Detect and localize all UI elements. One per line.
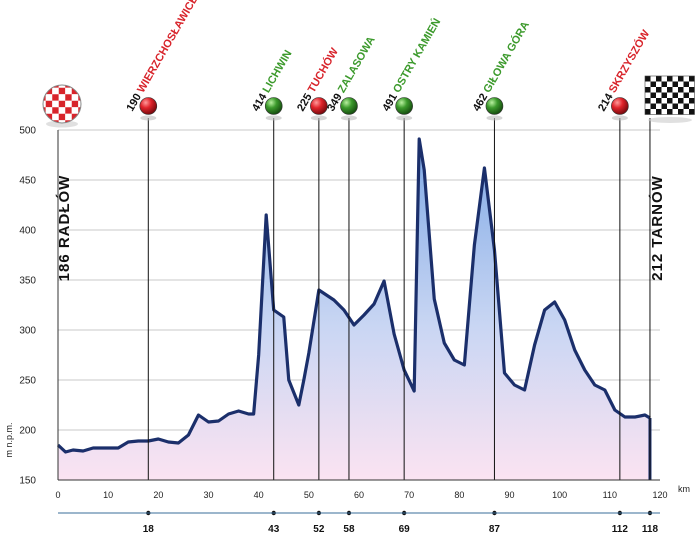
waypoint-name: WIERZCHOSŁAWICE [135,0,200,95]
x-tick-label: 120 [652,490,667,500]
x-tick-label: 40 [254,490,264,500]
waypoint-ball-shadow [486,115,503,121]
x-tick-label: 50 [304,490,314,500]
km-marker-label: 112 [612,524,629,535]
start-finish-icons [42,75,695,128]
waypoint-name: OSTRY KAMIEŃ [390,16,443,95]
x-tick-label: 70 [404,490,414,500]
waypoint-ball-shadow [340,115,357,121]
y-tick-label: 450 [19,176,36,187]
x-tick-label: 0 [55,490,60,500]
x-tick-label: 30 [203,490,213,500]
x-tick-label: 60 [354,490,364,500]
y-tick-label: 500 [19,126,36,137]
waypoint-ball [611,97,629,115]
y-tick-label: 300 [19,326,36,337]
x-axis-unit: km [678,484,690,494]
waypoint-ball-shadow [396,115,413,121]
waypoint-ball [395,97,413,115]
waypoint-name: LICHWIN [261,48,295,95]
waypoint-name: GIŁOWA GÓRA [481,19,532,95]
waypoint-ball-shadow [310,115,327,121]
waypoint-ball [340,97,358,115]
elevation-fill [58,139,650,480]
y-tick-label: 250 [19,376,36,387]
km-marker-label: 18 [143,524,155,535]
axes: 150 200 250 300 350 400 450 500 0 10 20 30 40 50 60 70 8… [4,126,690,514]
x-tick-label: 20 [153,490,163,500]
waypoint-ball [139,97,158,115]
km-marker-label: 43 [268,524,280,535]
waypoint-ball [310,97,328,115]
waypoint-markers: 18 43 52 58 69 87 112 118 [143,118,659,535]
waypoint-ball [485,97,504,115]
y-tick-label: 400 [19,226,36,237]
x-tick-label: 100 [552,490,567,500]
x-tick-label: 90 [504,490,514,500]
finish-label: 212 TARNÓW [648,175,666,281]
km-marker-label: 69 [399,524,411,535]
start-icon-outline [42,84,82,124]
waypoint-label: 190 WIERZCHOSŁAWICE [125,0,201,113]
waypoint-label: 462 GIŁOWA GÓRA [470,19,532,114]
x-tick-label: 110 [603,490,617,500]
waypoint-ball-shadow [611,115,628,121]
km-marker-label: 58 [343,524,355,535]
y-axis-unit: m n.p.m. [4,422,14,457]
x-tick-label: 10 [103,490,113,500]
x-tick-label: 80 [454,490,464,500]
y-tick-label: 150 [19,476,36,487]
start-icon-shadow [46,120,78,128]
waypoint-label: 491 OSTRY KAMIEŃ [379,16,443,114]
y-tick-label: 350 [19,276,36,287]
km-marker-label: 118 [642,524,659,535]
start-checker-icon [43,85,81,123]
elevation-area [56,137,652,480]
waypoint-ball-shadow [265,115,282,121]
waypoint-ball [264,97,283,115]
km-marker-label: 87 [489,524,501,535]
start-label: 186 RADŁÓW [55,175,73,282]
km-marker-label: 52 [313,524,325,535]
finish-flag-icon [644,75,695,115]
y-tick-label: 200 [19,426,36,437]
waypoint-name: ZALASOWA [336,34,378,95]
finish-flag-shadow [648,117,692,123]
waypoint-ball-shadow [140,115,157,121]
